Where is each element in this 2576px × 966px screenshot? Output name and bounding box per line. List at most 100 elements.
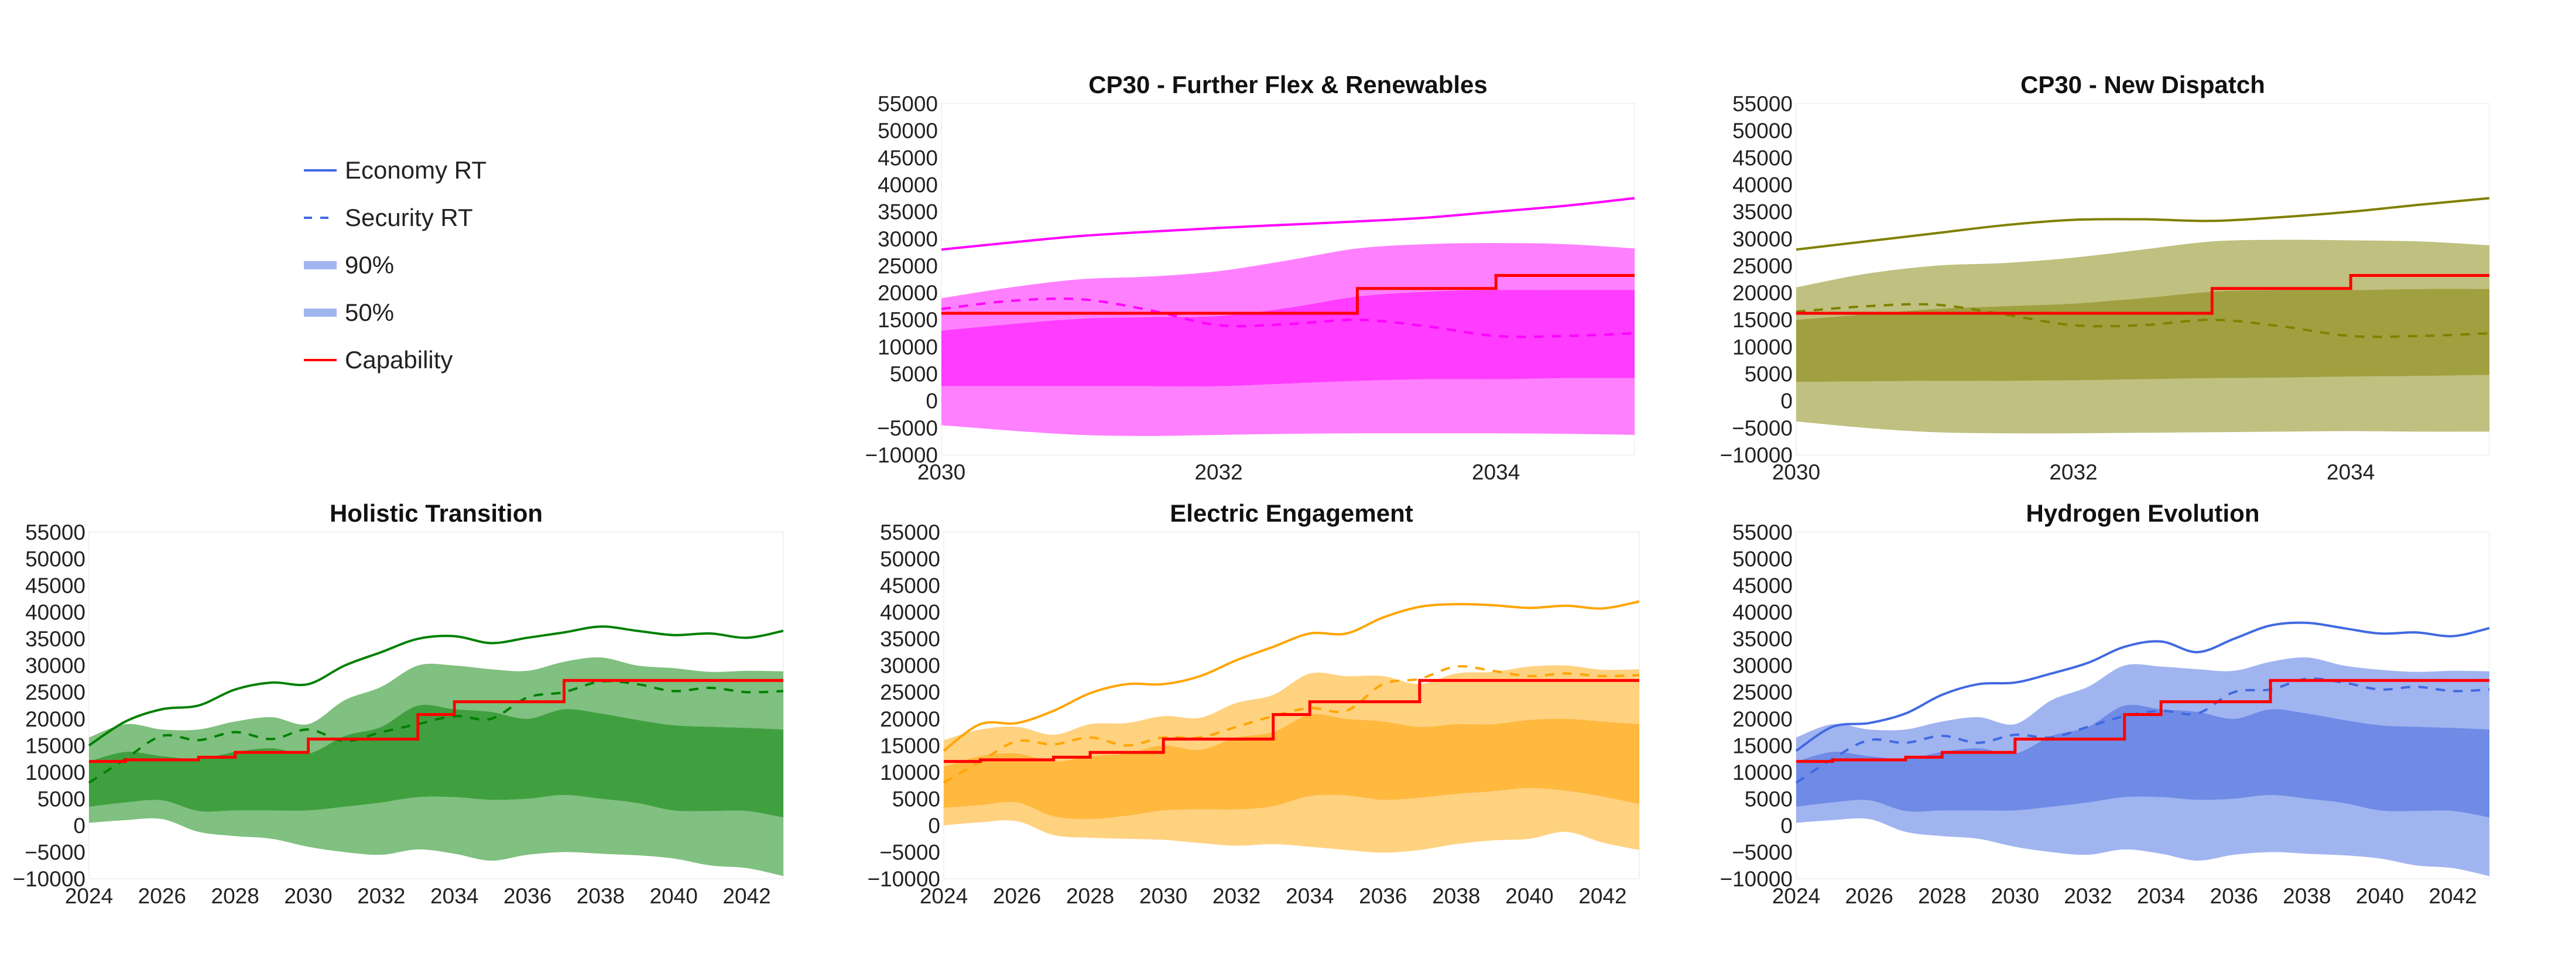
legend-label: 50% <box>345 298 395 326</box>
y-tick-label: 50000 <box>880 547 940 571</box>
chart-title: CP30 - New Dispatch <box>2020 71 2265 98</box>
x-tick-label: 2030 <box>284 884 332 908</box>
y-tick-label: 15000 <box>878 308 938 332</box>
chart-title: CP30 - Further Flex & Renewables <box>1088 71 1488 98</box>
band-50 <box>1796 704 2489 818</box>
x-tick-label: 2030 <box>1139 884 1187 908</box>
x-tick-label: 2028 <box>1918 884 1966 908</box>
legend: Economy RT Security RT 90% 50% Capabilit… <box>304 146 487 383</box>
y-tick-label: 0 <box>1780 814 1793 838</box>
y-tick-label: 40000 <box>25 601 85 625</box>
y-tick-label: 10000 <box>880 761 940 785</box>
y-tick-label: 55000 <box>878 92 938 116</box>
economy-rt-line <box>88 625 784 746</box>
legend-item-security-rt[interactable]: Security RT <box>304 194 487 241</box>
y-tick-label: 45000 <box>1732 574 1793 598</box>
y-tick-label: 5000 <box>1745 362 1793 386</box>
x-tick-label: 2028 <box>211 884 259 908</box>
y-tick-label: 20000 <box>880 707 940 731</box>
band-90-upper <box>1796 239 2489 320</box>
y-tick-label: 50000 <box>1732 547 1793 571</box>
y-tick-label: −5000 <box>25 840 85 864</box>
x-tick-label: 2026 <box>1845 884 1893 908</box>
y-tick-label: 25000 <box>25 680 85 704</box>
x-tick-label: 2034 <box>430 884 478 908</box>
x-tick-label: 2034 <box>1286 884 1334 908</box>
y-tick-label: 5000 <box>892 787 940 811</box>
economy-rt-line <box>941 197 1635 251</box>
legend-label: Security RT <box>345 203 473 231</box>
band-50 <box>941 290 1635 387</box>
x-tick-label: 2032 <box>1194 460 1242 484</box>
y-tick-label: 30000 <box>1732 227 1793 251</box>
x-tick-label: 2042 <box>2429 884 2477 908</box>
band-90-upper <box>1796 657 2489 762</box>
y-tick-label: −10000 <box>1720 443 1793 467</box>
band-icon <box>304 261 337 269</box>
y-tick-label: 35000 <box>1732 200 1793 224</box>
security-rt-line <box>88 680 784 784</box>
x-tick-label: 2034 <box>1472 460 1520 484</box>
legend-label: Economy RT <box>345 156 487 184</box>
y-tick-label: 55000 <box>1732 520 1793 544</box>
y-tick-label: 50000 <box>1732 119 1793 143</box>
y-tick-label: 25000 <box>878 254 938 278</box>
x-tick-label: 2040 <box>2356 884 2404 908</box>
y-tick-label: 0 <box>1780 389 1793 413</box>
y-tick-label: −10000 <box>13 867 86 891</box>
band-90-lower <box>944 788 1639 853</box>
y-tick-label: 5000 <box>1745 787 1793 811</box>
band-90-lower <box>1796 375 2489 434</box>
y-tick-label: 20000 <box>25 707 85 731</box>
y-tick-label: 20000 <box>1732 707 1793 731</box>
x-tick-label: 2034 <box>2327 460 2375 484</box>
x-tick-label: 2030 <box>1772 460 1820 484</box>
chart-title: Electric Engagement <box>1170 499 1413 527</box>
x-tick-label: 2032 <box>2064 884 2112 908</box>
y-tick-label: 55000 <box>880 520 940 544</box>
legend-item-capability[interactable]: Capability <box>304 336 487 383</box>
y-tick-label: 55000 <box>25 520 85 544</box>
y-tick-label: 40000 <box>880 601 940 625</box>
x-tick-label: 2032 <box>2049 460 2097 484</box>
y-tick-label: 30000 <box>1732 654 1793 678</box>
y-tick-label: 0 <box>928 814 940 838</box>
legend-label: 90% <box>345 251 395 279</box>
x-tick-label: 2030 <box>1991 884 2039 908</box>
solid-line-icon <box>304 169 337 172</box>
legend-item-90[interactable]: 90% <box>304 241 487 289</box>
y-tick-label: 35000 <box>880 627 940 651</box>
y-tick-label: 45000 <box>1732 146 1793 170</box>
capability-line <box>1796 679 2489 763</box>
y-tick-label: 35000 <box>878 200 938 224</box>
y-tick-label: 55000 <box>1732 92 1793 116</box>
band-50 <box>89 704 783 818</box>
y-tick-label: −5000 <box>1732 840 1793 864</box>
x-tick-label: 2032 <box>357 884 405 908</box>
y-tick-label: 40000 <box>878 173 938 197</box>
x-tick-label: 2042 <box>1578 884 1626 908</box>
band-90-lower <box>1796 795 2489 876</box>
y-tick-label: 35000 <box>25 627 85 651</box>
x-tick-label: 2030 <box>917 460 965 484</box>
y-tick-label: 45000 <box>880 574 940 598</box>
legend-item-50[interactable]: 50% <box>304 289 487 336</box>
capability-line <box>89 679 783 763</box>
y-tick-label: 50000 <box>878 119 938 143</box>
y-tick-label: 15000 <box>1732 734 1793 758</box>
y-tick-label: 20000 <box>878 281 938 305</box>
y-tick-label: 10000 <box>25 761 85 785</box>
band-90-upper <box>944 665 1639 767</box>
x-tick-label: 2036 <box>2210 884 2258 908</box>
x-tick-label: 2028 <box>1066 884 1114 908</box>
y-tick-label: −5000 <box>879 840 940 864</box>
chart-panel: 5500050000450004000035000300002500020000… <box>13 499 784 908</box>
y-tick-label: −5000 <box>877 416 938 440</box>
x-tick-label: 2026 <box>993 884 1041 908</box>
y-tick-label: 25000 <box>1732 680 1793 704</box>
y-tick-label: 10000 <box>1732 761 1793 785</box>
legend-item-economy-rt[interactable]: Economy RT <box>304 146 487 194</box>
economy-rt-line <box>943 600 1640 752</box>
economy-rt-line <box>1796 197 2490 251</box>
